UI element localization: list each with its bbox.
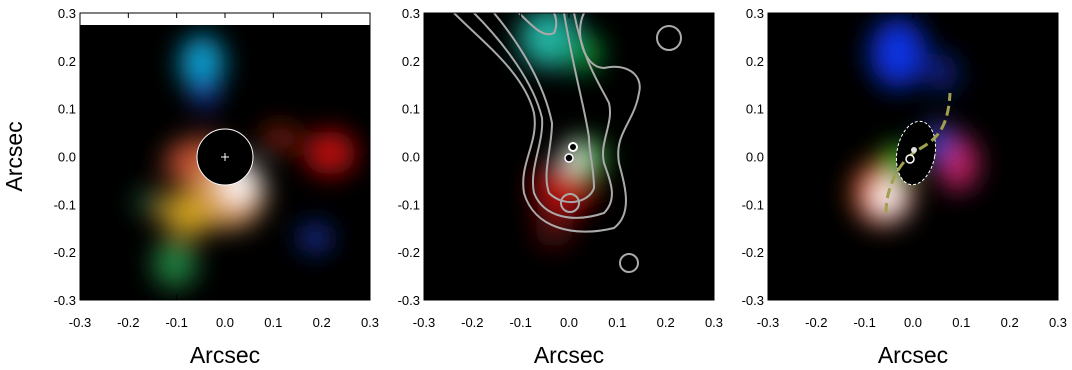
x-tick-label: 0.1 (952, 315, 970, 330)
x-axis-label: Arcsec (878, 342, 948, 368)
y-tick-label: -0.2 (54, 245, 76, 260)
x-tick-label: -0.2 (117, 315, 139, 330)
image-panel-2 (424, 13, 714, 300)
x-tick-label: 0.1 (264, 315, 282, 330)
x-tick-label: 0.3 (1049, 315, 1067, 330)
y-axis-label: Arcsec (1, 121, 27, 191)
y-tick-label: -0.2 (398, 245, 420, 260)
x-tick-label: -0.2 (461, 315, 483, 330)
y-tick-label: -0.3 (742, 293, 764, 308)
y-tick-label: 0.0 (58, 150, 76, 165)
y-tick-label: 0.3 (58, 6, 76, 21)
x-tick-label: 0.3 (705, 315, 723, 330)
x-axis-label: Arcsec (534, 342, 604, 368)
y-tick-label: 0.2 (746, 54, 764, 69)
y-tick-label: 0.1 (746, 102, 764, 117)
x-tick-label: -0.1 (509, 315, 531, 330)
y-tick-label: 0.1 (58, 102, 76, 117)
y-tick-label: -0.3 (398, 293, 420, 308)
y-tick-label: 0.1 (402, 102, 420, 117)
x-tick-label: 0.0 (560, 315, 578, 330)
y-tick-label: 0.2 (58, 54, 76, 69)
y-tick-label: -0.2 (742, 245, 764, 260)
x-tick-label: -0.3 (757, 315, 779, 330)
x-tick-label: -0.3 (69, 315, 91, 330)
y-tick-label: -0.1 (742, 197, 764, 212)
image-panel-1 (80, 13, 370, 300)
x-tick-label: -0.1 (853, 315, 875, 330)
y-tick-label: -0.3 (54, 293, 76, 308)
x-tick-label: 0.2 (657, 315, 675, 330)
y-tick-label: 0.3 (402, 6, 420, 21)
x-tick-label: 0.1 (608, 315, 626, 330)
y-tick-label: -0.1 (398, 197, 420, 212)
x-tick-label: 0.3 (361, 315, 379, 330)
x-tick-label: -0.1 (165, 315, 187, 330)
y-tick-label: 0.0 (402, 150, 420, 165)
x-tick-label: 0.2 (313, 315, 331, 330)
y-tick-label: -0.1 (54, 197, 76, 212)
x-tick-label: 0.0 (904, 315, 922, 330)
x-tick-label: -0.2 (805, 315, 827, 330)
y-tick-label: 0.0 (746, 150, 764, 165)
image-panel-3 (768, 13, 1058, 300)
x-tick-label: 0.0 (216, 315, 234, 330)
x-tick-label: 0.2 (1001, 315, 1019, 330)
x-axis-label: Arcsec (190, 342, 260, 368)
y-tick-label: 0.2 (402, 54, 420, 69)
x-tick-label: -0.3 (413, 315, 435, 330)
y-tick-label: 0.3 (746, 6, 764, 21)
